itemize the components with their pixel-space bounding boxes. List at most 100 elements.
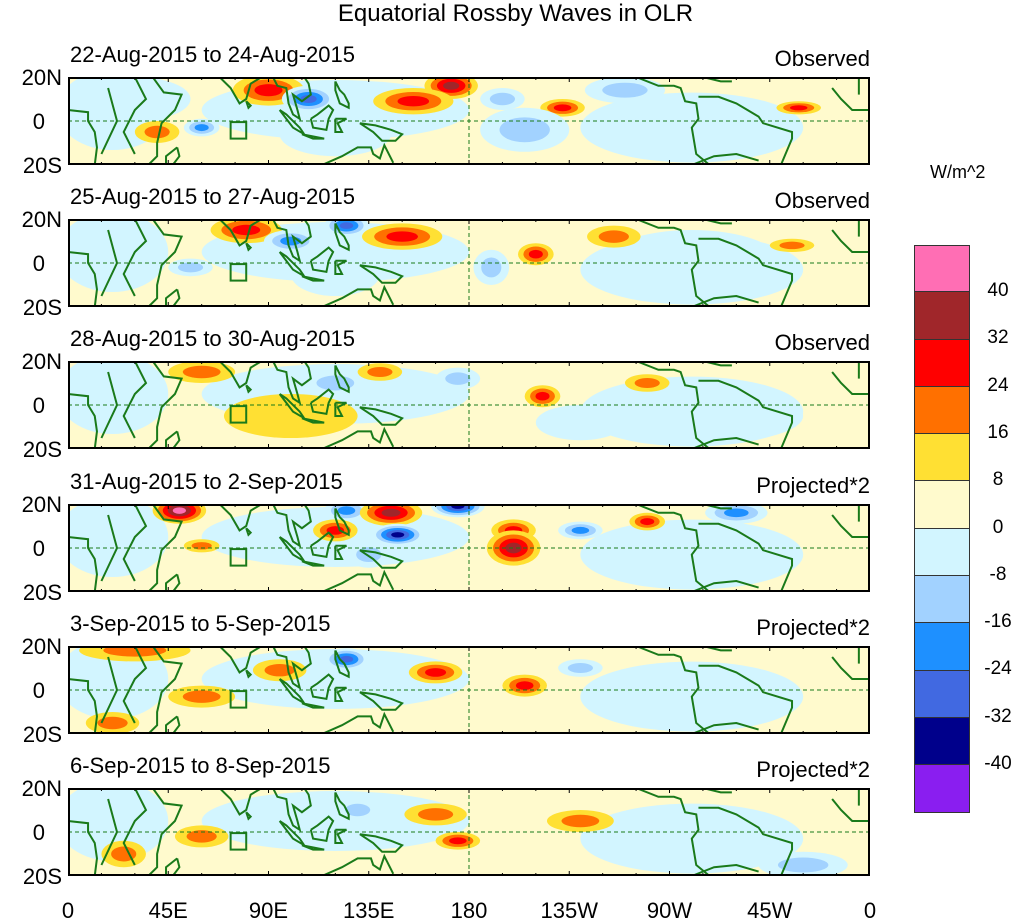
positive-anomaly-contour — [553, 104, 572, 112]
coastline — [831, 87, 870, 111]
coastline — [218, 219, 263, 248]
coastline — [698, 522, 794, 592]
coastline — [245, 527, 253, 537]
negative-anomaly-contour — [571, 526, 590, 534]
negative-anomaly-contour — [194, 124, 209, 132]
positive-anomaly-contour — [254, 84, 283, 97]
coastline — [278, 393, 305, 420]
map-panel — [68, 77, 870, 165]
colorbar-swatch — [914, 245, 970, 293]
coastline — [147, 788, 184, 876]
x-tick-label: 45E — [148, 898, 188, 922]
negative-anomaly-contour — [300, 95, 317, 103]
colorbar-label: -8 — [989, 563, 1007, 585]
coastline — [272, 645, 312, 690]
coastline — [359, 264, 404, 284]
coastline — [301, 559, 325, 567]
y-tick-label: 0 — [32, 109, 45, 134]
negative-anomaly-contour — [356, 546, 382, 562]
y-tick-label: 0 — [32, 251, 45, 277]
panel-kind-label: Projected*2 — [756, 614, 870, 640]
figure-title: Equatorial Rossby Waves in OLR — [337, 0, 694, 27]
coastline — [627, 645, 711, 734]
coastline — [147, 77, 184, 165]
negative-anomaly-contour — [602, 82, 648, 98]
positive-anomaly-contour — [425, 667, 447, 677]
coastline — [691, 152, 759, 165]
y-tick-label: 0 — [32, 677, 45, 703]
coastline — [122, 645, 148, 724]
positive-anomaly-contour — [381, 508, 401, 517]
coastline — [68, 109, 98, 165]
coastline — [691, 437, 759, 450]
y-tick-label: 20S — [22, 437, 62, 463]
coastline — [831, 371, 870, 396]
coastline — [691, 863, 759, 876]
colorbar-swatch — [914, 717, 970, 766]
panel-kind-label: Projected*2 — [756, 472, 870, 498]
coastline — [245, 384, 253, 395]
coastline — [272, 361, 312, 406]
coastline — [831, 656, 870, 680]
coastline — [147, 503, 184, 592]
positive-anomaly-contour — [634, 378, 660, 389]
colorbar-swatch — [914, 339, 970, 387]
positive-anomaly-contour — [515, 681, 534, 690]
coastline — [301, 844, 325, 851]
coastline — [245, 669, 253, 679]
positive-anomaly-contour — [505, 542, 522, 553]
coastline — [122, 361, 148, 439]
coastline — [334, 80, 350, 110]
y-tick-label: 0 — [32, 535, 45, 561]
coastline — [334, 686, 347, 702]
coastline — [627, 788, 711, 876]
coastline — [165, 288, 181, 308]
coastline — [334, 117, 347, 133]
negative-anomaly-contour — [602, 94, 781, 157]
y-tick-label: 20N — [21, 349, 62, 375]
coastline — [334, 259, 347, 276]
region-box — [229, 832, 248, 851]
panel-frame — [68, 645, 870, 734]
positive-anomaly-contour — [97, 716, 128, 730]
coastline — [122, 503, 148, 582]
coastline — [278, 251, 305, 278]
map-panel — [68, 503, 870, 592]
coastline — [627, 219, 711, 308]
colorbar-label: 8 — [992, 469, 1004, 491]
colorbar-label: 40 — [987, 280, 1009, 301]
x-tick-label: 90E — [248, 898, 289, 922]
y-tick-label: 20S — [22, 579, 62, 605]
positive-anomaly-contour — [449, 837, 467, 845]
negative-anomaly-contour — [339, 655, 354, 663]
coastline — [321, 569, 395, 592]
negative-anomaly-contour — [337, 505, 356, 515]
y-tick-label: 20S — [22, 295, 62, 321]
colorbar — [914, 245, 970, 813]
coastline — [165, 715, 181, 734]
coastline — [122, 77, 148, 155]
positive-anomaly-contour — [367, 367, 393, 378]
coastline — [165, 573, 181, 592]
panel-frame — [68, 77, 870, 165]
coastline — [359, 122, 404, 142]
coastline — [334, 223, 350, 252]
positive-anomaly-contour — [779, 241, 805, 250]
coastline — [278, 677, 305, 704]
coastline — [68, 535, 98, 592]
colorbar-label: 0 — [992, 516, 1004, 538]
positive-anomaly-contour — [386, 231, 418, 242]
positive-anomaly-contour — [172, 506, 186, 514]
coastline — [147, 645, 184, 734]
coastline — [359, 406, 404, 427]
positive-anomaly-contour — [182, 690, 221, 703]
coastline — [272, 788, 312, 833]
coastline — [301, 702, 325, 709]
coastline — [334, 544, 347, 560]
positive-anomaly-contour — [528, 250, 543, 259]
y-tick-label: 20N — [21, 633, 62, 659]
coastline — [272, 77, 312, 122]
coastline — [245, 100, 253, 110]
panel-period-label: 22-Aug-2015 to 24-Aug-2015 — [70, 42, 355, 67]
negative-anomaly-contour — [567, 662, 593, 673]
